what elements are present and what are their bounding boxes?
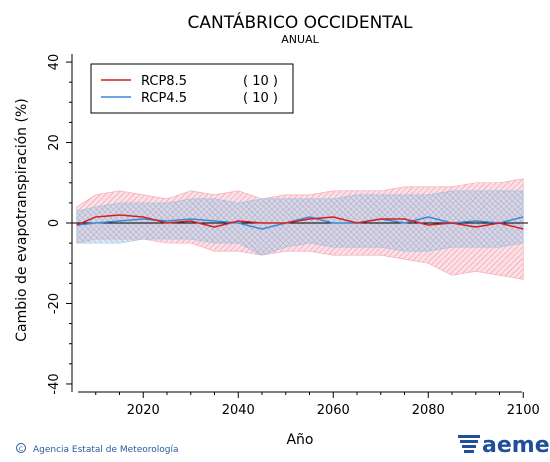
legend: RCP8.5 ( 10 ) RCP4.5 ( 10 ) xyxy=(90,63,294,114)
legend-count-rcp85: ( 10 ) xyxy=(243,74,278,89)
aemet-logo-text: aemet xyxy=(482,433,550,458)
y-tick-label: 20 xyxy=(47,134,62,151)
x-tick-label: 2100 xyxy=(507,403,540,418)
chart-title: CANTÁBRICO OCCIDENTAL xyxy=(188,11,413,33)
y-tick-label: -40 xyxy=(47,373,62,394)
y-tick-label: -20 xyxy=(47,293,62,314)
x-tick-label: 2060 xyxy=(317,403,350,418)
footer-credit: C Agencia Estatal de Meteorología xyxy=(16,443,179,455)
y-axis-label: Cambio de evapotranspiración (%) xyxy=(14,98,30,341)
copyright-icon xyxy=(16,443,26,453)
y-axis-ticks: -40 -20 0 20 40 xyxy=(47,54,72,395)
legend-label-rcp85: RCP8.5 xyxy=(141,74,187,89)
x-tick-label: 2080 xyxy=(412,403,445,418)
series-line-rcp45 xyxy=(76,216,524,230)
series-lines xyxy=(76,214,524,230)
y-tick-label: 0 xyxy=(47,219,62,227)
aemet-logo-mark-icon xyxy=(458,435,480,453)
x-tick-label: 2040 xyxy=(222,403,255,418)
x-tick-label: 2020 xyxy=(127,403,160,418)
aemet-logo: aemet xyxy=(458,433,550,458)
x-axis-ticks: 2020 2040 2060 2080 2100 xyxy=(95,392,540,418)
y-tick-label: 40 xyxy=(47,54,62,71)
footer-credit-text: Agencia Estatal de Meteorología xyxy=(33,445,179,455)
x-axis-label: Año xyxy=(286,432,313,448)
uncertainty-bands xyxy=(76,178,524,280)
legend-label-rcp45: RCP4.5 xyxy=(141,91,187,106)
series-line-rcp85 xyxy=(76,214,524,230)
chart-subtitle: ANUAL xyxy=(281,33,319,46)
legend-count-rcp45: ( 10 ) xyxy=(243,91,278,106)
legend-box xyxy=(90,63,294,114)
copyright-icon-letter: C xyxy=(19,446,23,453)
